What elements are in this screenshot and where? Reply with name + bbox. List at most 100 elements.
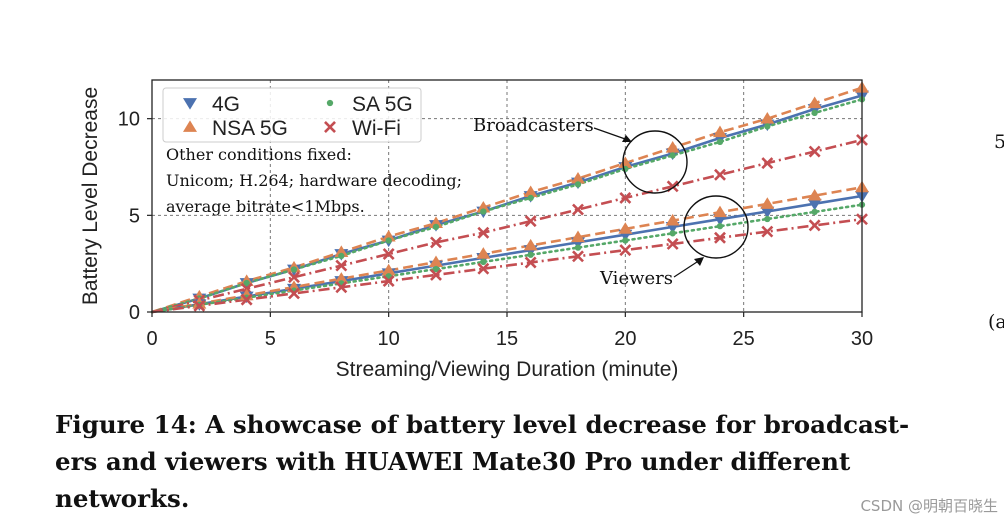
- point-viewers-4g-24: [713, 214, 727, 226]
- point-broadcasters-wifi-14: [477, 226, 490, 239]
- legend-entry-wifi: Wi-Fi: [324, 117, 401, 140]
- point-broadcasters-sa5g-28: [811, 109, 818, 117]
- point-broadcasters-sa5g-26: [764, 123, 771, 130]
- point-viewers-nsa5g-14: [476, 247, 491, 259]
- point-viewers-wifi-8: [335, 281, 348, 294]
- point-viewers-wifi-6: [288, 287, 300, 300]
- broadcasters-circle: [622, 130, 688, 194]
- point-broadcasters-wifi-6-stroke-b: [288, 271, 300, 284]
- series-line-viewers-4g: [151, 194, 863, 314]
- point-broadcasters-wifi-24-stroke-b: [714, 168, 726, 181]
- legend-entry-4g: 4G: [183, 93, 240, 116]
- point-viewers-nsa5g-18: [571, 230, 585, 243]
- x-tick-label: 5: [265, 328, 276, 350]
- x-tick-label: 20: [614, 328, 636, 350]
- point-broadcasters-wifi-12: [430, 236, 442, 249]
- legend: 4G SA 5G NSA 5G Wi-Fi: [162, 87, 422, 143]
- legend-label-4g: 4G: [212, 93, 240, 116]
- caption-line-1: Figure 14: A showcase of battery level d…: [55, 410, 910, 439]
- broadcasters-arrow: [593, 127, 629, 141]
- side-fragment-2: (a: [988, 311, 1004, 333]
- series-layer: [150, 86, 864, 314]
- series-line-broadcasters-wifi: [151, 138, 863, 314]
- y-tick-label: 0: [129, 302, 140, 324]
- legend-symbol-wifi-stroke-b: [324, 121, 336, 133]
- viewers-circle: [683, 195, 749, 259]
- point-viewers-wifi-16: [524, 256, 537, 269]
- legend-marker-4g: [183, 98, 197, 110]
- viewers-arrow: [673, 259, 701, 278]
- point-broadcasters-wifi-14-stroke-b: [477, 226, 490, 239]
- point-viewers-wifi-18: [572, 250, 584, 263]
- point-broadcasters-wifi-6: [288, 271, 300, 284]
- viewers-arrowhead: [694, 257, 704, 266]
- point-viewers-wifi-10: [382, 275, 395, 288]
- series-line-viewers-sa5g: [150, 203, 864, 314]
- point-viewers-wifi-18-stroke-b: [572, 250, 584, 263]
- point-viewers-wifi-20: [619, 244, 632, 257]
- point-viewers-wifi-24: [714, 231, 726, 244]
- point-broadcasters-wifi-18-stroke-b: [572, 203, 584, 216]
- point-viewers-wifi-24-stroke-b: [714, 231, 726, 244]
- series-line-broadcasters-sa5g: [150, 98, 864, 314]
- point-viewers-sa5g-14: [480, 258, 487, 266]
- x-axis-title: Streaming/Viewing Duration (minute): [336, 358, 679, 381]
- x-tick-label: 15: [496, 328, 518, 350]
- point-viewers-wifi-12: [430, 268, 442, 281]
- broadcasters-label: Broadcasters: [473, 115, 594, 136]
- point-viewers-nsa5g-12: [429, 255, 443, 268]
- point-viewers-wifi-26: [761, 225, 774, 238]
- point-broadcasters-sa5g-10: [385, 237, 392, 244]
- side-fragment-1: 5: [994, 131, 1004, 153]
- point-viewers-wifi-28-stroke-b: [808, 219, 821, 232]
- broadcasters-arrowhead: [622, 135, 632, 142]
- point-viewers-nsa5g-8: [334, 272, 349, 284]
- point-viewers-sa5g-16: [527, 251, 534, 258]
- legend-marker-wifi: [324, 121, 336, 133]
- point-broadcasters-nsa5g-12: [429, 216, 443, 228]
- point-viewers-sa5g-20: [622, 237, 629, 244]
- figure-caption: Figure 14: A showcase of battery level d…: [55, 406, 915, 517]
- point-broadcasters-nsa5g-10: [381, 229, 396, 242]
- legend-entry-sa5g: SA 5G: [326, 93, 413, 116]
- legend-box: [162, 87, 422, 143]
- point-viewers-wifi-4-stroke-b: [240, 293, 253, 306]
- point-broadcasters-wifi-26-stroke-b: [761, 157, 774, 170]
- point-viewers-sa5g-24: [716, 223, 724, 230]
- point-broadcasters-nsa5g-16: [523, 185, 538, 198]
- x-tick-label: 0: [146, 328, 157, 350]
- point-viewers-wifi-2-stroke-b: [193, 299, 206, 312]
- point-viewers-sa5g-26: [764, 215, 771, 223]
- point-viewers-wifi-6-stroke-b: [288, 287, 300, 300]
- point-viewers-nsa5g-24: [713, 205, 727, 218]
- point-viewers-wifi-4: [240, 293, 253, 306]
- legend-entry-nsa5g: NSA 5G: [183, 117, 288, 140]
- point-viewers-sa5g-28: [811, 208, 818, 216]
- viewers-label: Viewers: [599, 268, 673, 289]
- point-broadcasters-wifi-28-stroke-b: [808, 145, 821, 158]
- legend-marker-sa5g: [326, 99, 334, 107]
- point-broadcasters-wifi-16: [524, 215, 537, 228]
- point-broadcasters-sa5g-14: [480, 208, 487, 215]
- point-viewers-wifi-22-stroke-b: [666, 237, 679, 250]
- legend-label-sa5g: SA 5G: [352, 93, 413, 116]
- point-broadcasters-sa5g-12: [432, 223, 440, 231]
- point-viewers-nsa5g-22: [665, 213, 680, 226]
- point-viewers-wifi-10-stroke-b: [382, 275, 395, 288]
- point-broadcasters-wifi-28: [808, 145, 821, 158]
- point-broadcasters-wifi-10-stroke-b: [382, 248, 395, 260]
- point-viewers-wifi-14: [477, 262, 490, 275]
- point-viewers-wifi-20-stroke-b: [619, 244, 632, 257]
- point-viewers-wifi-22: [666, 237, 679, 250]
- legend-label-nsa5g: NSA 5G: [212, 117, 288, 140]
- point-broadcasters-sa5g-22: [669, 152, 676, 159]
- point-viewers-sa5g-22: [669, 230, 676, 237]
- point-viewers-nsa5g-16: [523, 238, 538, 251]
- note-line-3: average bitrate<1Mbps.: [166, 197, 365, 216]
- legend-marker-nsa5g: [183, 120, 197, 132]
- series-line-viewers-nsa5g: [151, 186, 863, 314]
- point-viewers-nsa5g-20: [618, 222, 633, 234]
- point-viewers-wifi-16-stroke-b: [524, 256, 537, 269]
- conditions-note: Other conditions fixed: Unicom; H.264; h…: [166, 145, 462, 216]
- point-broadcasters-sa5g-4: [243, 279, 250, 287]
